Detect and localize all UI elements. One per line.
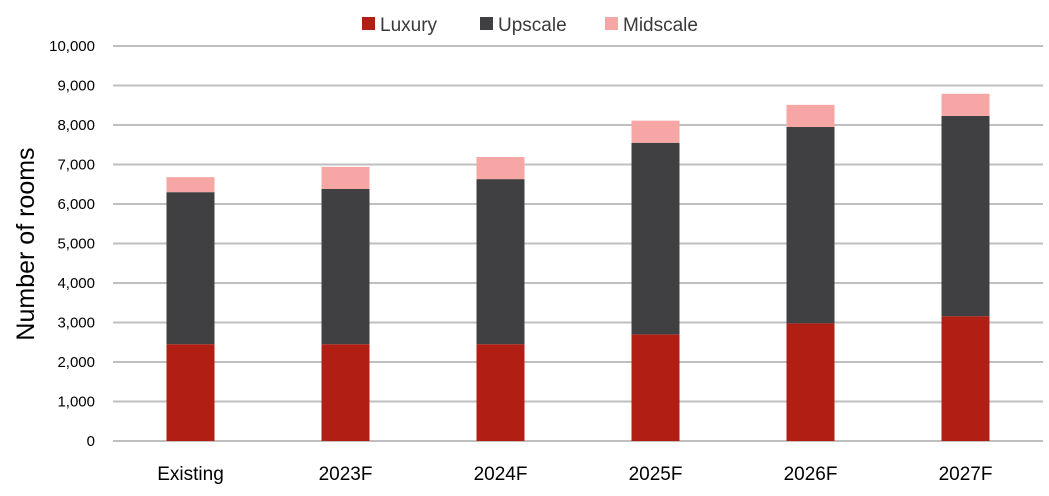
- x-tick-label: 2023F: [319, 464, 373, 485]
- x-tick-label: Existing: [157, 464, 224, 485]
- legend: Luxury Upscale Midscale: [362, 15, 698, 36]
- y-tick-label: 9,000: [57, 78, 95, 95]
- y-axis-title: Number of rooms: [12, 147, 40, 340]
- bar-luxury-2027f: [941, 316, 990, 441]
- bar-upscale-2027f: [941, 115, 990, 317]
- bars: [166, 93, 990, 441]
- bar-luxury-2024f: [476, 344, 525, 441]
- y-tick-label: 10,000: [49, 38, 95, 55]
- x-tick-label: 2026F: [784, 464, 838, 485]
- bar-upscale-2023f: [321, 188, 370, 345]
- bar-upscale-existing: [166, 192, 215, 345]
- legend-swatch-midscale: [605, 17, 618, 30]
- y-tick-label: 4,000: [57, 275, 95, 292]
- y-tick-label: 2,000: [57, 354, 95, 371]
- bar-upscale-2024f: [476, 179, 525, 345]
- y-tick-label: 1,000: [57, 394, 95, 411]
- legend-label-midscale: Midscale: [623, 15, 698, 36]
- legend-swatch-luxury: [362, 17, 375, 30]
- bar-luxury-existing: [166, 344, 215, 441]
- y-tick-label: 5,000: [57, 236, 95, 253]
- x-tick-label: 2027F: [939, 464, 993, 485]
- y-tick-label: 7,000: [57, 157, 95, 174]
- bar-luxury-2023f: [321, 344, 370, 441]
- bar-midscale-2024f: [476, 156, 525, 180]
- bar-upscale-2026f: [786, 126, 835, 324]
- x-tick-label: 2025F: [629, 464, 683, 485]
- y-tick-label: 3,000: [57, 315, 95, 332]
- legend-label-luxury: Luxury: [380, 15, 438, 36]
- legend-label-upscale: Upscale: [498, 15, 567, 36]
- bar-midscale-2025f: [631, 120, 680, 143]
- y-tick-label: 6,000: [57, 196, 95, 213]
- gridlines: [113, 45, 1043, 442]
- y-axis-ticks: 0 1,000 2,000 3,000 4,000 5,000 6,000 7,000 8,00…: [49, 38, 95, 450]
- bar-luxury-2025f: [631, 334, 680, 441]
- y-tick-label: 8,000: [57, 117, 95, 134]
- bar-upscale-2025f: [631, 142, 680, 335]
- y-tick-label: 0: [87, 433, 95, 450]
- x-axis-ticks: Existing 2023F 2024F 2025F 2026F 2027F: [157, 464, 992, 485]
- x-tick-label: 2024F: [474, 464, 528, 485]
- bar-midscale-2027f: [941, 93, 990, 116]
- bar-midscale-2026f: [786, 104, 835, 127]
- bar-midscale-2023f: [321, 166, 370, 189]
- bar-luxury-2026f: [786, 323, 835, 441]
- legend-swatch-upscale: [480, 17, 493, 30]
- bar-midscale-existing: [166, 177, 215, 193]
